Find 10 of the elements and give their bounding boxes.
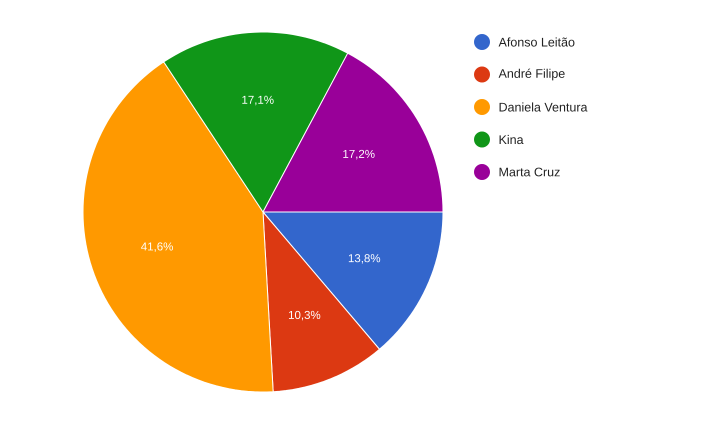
data-label: 13,8% (348, 254, 380, 264)
legend-label: André Filipe (498, 68, 565, 80)
legend-label: Daniela Ventura (500, 102, 588, 112)
legend-label: Afonso Leitão (498, 37, 574, 47)
data-label: 10,3% (288, 310, 320, 320)
data-label: 17,1% (242, 96, 274, 106)
data-label: 17,2% (343, 150, 375, 160)
data-label: 41,6% (141, 242, 173, 252)
legend-label: Kina (500, 134, 524, 144)
legend-label: Marta Cruz (500, 168, 560, 176)
